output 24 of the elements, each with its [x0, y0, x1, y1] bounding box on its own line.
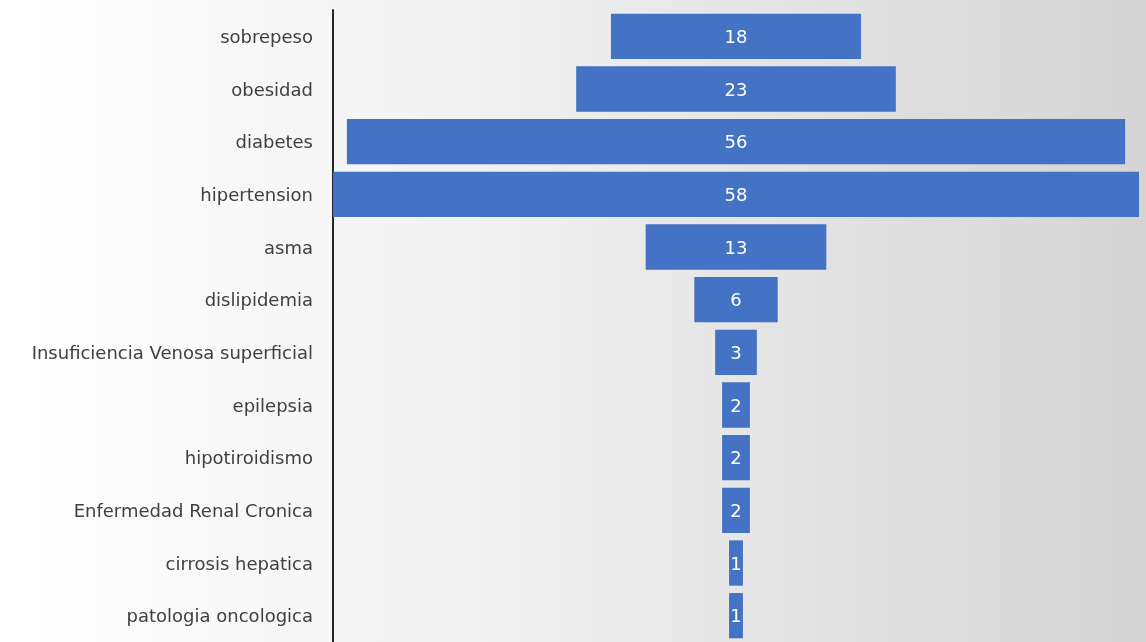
data-label: 6	[730, 289, 742, 311]
data-label: 18	[724, 25, 748, 47]
data-label: 58	[724, 183, 748, 205]
data-label: 2	[730, 447, 742, 469]
data-label: 2	[730, 499, 742, 521]
data-label: 1	[730, 552, 742, 574]
category-label: Insuficiencia Venosa superficial	[31, 341, 313, 363]
category-label: epilepsia	[232, 394, 313, 416]
category-label: patologia oncologica	[126, 605, 313, 627]
category-label: hipertension	[200, 183, 313, 205]
category-label: hipotiroidismo	[184, 447, 313, 469]
data-label: 56	[724, 131, 748, 153]
category-label: cirrosis hepatica	[165, 552, 313, 574]
category-label: dislipidemia	[204, 289, 313, 311]
category-label: diabetes	[235, 131, 313, 153]
data-label: 23	[724, 78, 748, 100]
data-label: 1	[730, 605, 742, 627]
data-label: 3	[730, 341, 742, 363]
data-label: 13	[724, 236, 748, 258]
category-label: sobrepeso	[220, 25, 313, 47]
category-label: asma	[264, 236, 313, 258]
category-label: obesidad	[231, 78, 313, 100]
category-label: Enfermedad Renal Cronica	[73, 499, 313, 521]
data-label: 2	[730, 394, 742, 416]
